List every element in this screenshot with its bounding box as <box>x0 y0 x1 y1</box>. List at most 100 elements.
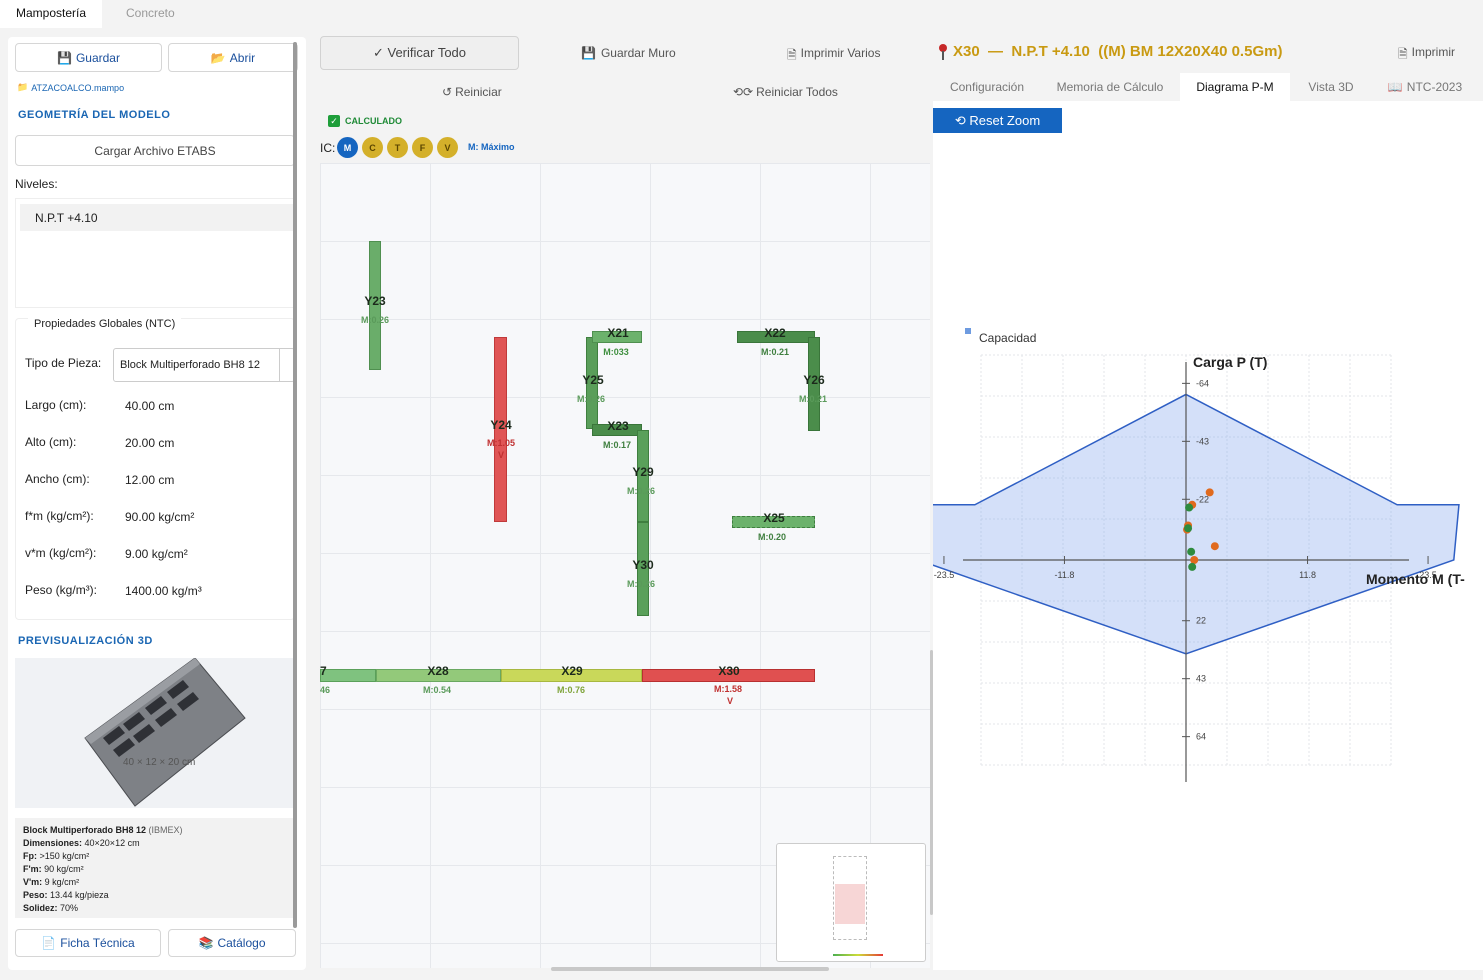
wall-x25[interactable] <box>732 516 815 528</box>
pm-diagram-chart[interactable]: -35.3-23.5-11.811.823.535-64-43-22224364… <box>933 140 1483 970</box>
prop-label-fm: f*m (kg/cm²): <box>25 509 94 523</box>
info-row: Fp: >150 kg/cm² <box>23 851 90 861</box>
tab-configuracion[interactable]: Configuración <box>949 80 1025 94</box>
tab-concreto[interactable]: Concreto <box>126 6 175 20</box>
wall-title: X30 — N.P.T +4.10 ((M) BM 12X20X40 0.5Gm… <box>938 43 1282 60</box>
tab-ntc-2023[interactable]: 📖 NTC-2023 <box>1380 73 1470 101</box>
wall-x30[interactable] <box>642 669 815 682</box>
preview-3d-viewport[interactable]: 40 × 12 × 20 cm <box>15 657 295 808</box>
wall-ratio: M:0.17 <box>602 440 631 450</box>
geometry-section-title: GEOMETRÍA DEL MODELO <box>18 109 171 121</box>
tab-mamposteria[interactable]: Mampostería <box>0 0 103 28</box>
ic-badge-f[interactable]: F <box>412 137 433 158</box>
info-row: Peso: 13.44 kg/pieza <box>23 890 109 900</box>
piece-type-select[interactable]: Block Multiperforado BH8 12 <box>113 348 295 382</box>
y-tick-label: -64 <box>1196 378 1209 388</box>
wall-y30[interactable] <box>637 522 649 616</box>
left-scrollbar[interactable] <box>293 42 297 928</box>
plan-canvas[interactable] <box>320 163 930 968</box>
book-icon: 📖 <box>1387 80 1403 94</box>
folder-icon: 📁 <box>17 82 29 92</box>
wall-ratio: M:0.21 <box>798 394 827 404</box>
data-point <box>1210 542 1219 551</box>
catalog-button[interactable]: 📚 Catálogo <box>168 929 296 957</box>
y-tick-label: 43 <box>1196 674 1206 684</box>
wall-ratio: M:0.20 <box>757 532 786 542</box>
prop-label-ancho: Ancho (cm): <box>25 472 90 486</box>
books-icon: 📚 <box>198 936 214 950</box>
wall-x28[interactable] <box>376 669 501 682</box>
wall-y23[interactable] <box>369 241 381 370</box>
wall-label: Y30 <box>632 558 654 572</box>
open-button[interactable]: 📂 Abrir <box>168 43 298 72</box>
wall-y24[interactable] <box>494 337 507 522</box>
minimap-viewport[interactable] <box>835 884 865 924</box>
wall-ratio: M:0.26 <box>626 579 655 589</box>
tab-vista-3d[interactable]: Vista 3D <box>1308 80 1354 94</box>
refresh-icon: ↺ <box>442 85 453 99</box>
top-tab-bar <box>0 0 1483 28</box>
prop-value-largo[interactable]: 40.00 cm <box>125 399 175 413</box>
checkbox-checked-icon: ✓ <box>328 115 340 127</box>
wall-ratio: M:1.05 <box>486 438 515 448</box>
y-tick-label: -22 <box>1196 494 1209 504</box>
prop-label-peso: Peso (kg/m³): <box>25 583 98 597</box>
wall-label: Y23 <box>364 294 386 308</box>
wall-ratio: M:0.54 <box>422 685 451 695</box>
prop-value-vm[interactable]: 9.00 kg/cm² <box>125 547 188 561</box>
block-3d-model: 40 × 12 × 20 cm <box>84 657 246 807</box>
minimap[interactable] <box>776 843 926 962</box>
canvas-vertical-scrollbar[interactable] <box>930 650 933 915</box>
prop-value-fm[interactable]: 90.00 kg/cm² <box>125 510 195 524</box>
wall-x27[interactable] <box>320 669 376 682</box>
save-button[interactable]: 💾 Guardar <box>15 43 162 72</box>
piece-info-card: Block Multiperforado BH8 12 (IBMEX) Dime… <box>15 818 295 918</box>
document-icon: 📄 <box>41 936 57 950</box>
y-tick-label: -43 <box>1196 436 1209 446</box>
verify-all-button[interactable]: ✓ Verificar Todo <box>320 36 519 70</box>
wall-x29[interactable] <box>501 669 642 682</box>
wall-x21[interactable] <box>592 331 642 343</box>
data-point <box>1187 547 1196 556</box>
x-axis-label: Momento M (T- <box>1366 571 1465 587</box>
data-point <box>1185 503 1194 512</box>
prop-value-peso[interactable]: 1400.00 kg/m³ <box>125 584 202 598</box>
preview-dims-label: 40 × 12 × 20 cm <box>123 757 195 768</box>
prop-label-largo: Largo (cm): <box>25 398 87 412</box>
print-many-button[interactable]: 🗎 Imprimir Varios <box>787 46 880 67</box>
ic-badge-v[interactable]: V <box>437 137 458 158</box>
tab-memoria-calculo[interactable]: Memoria de Cálculo <box>1056 80 1164 94</box>
canvas-horizontal-scrollbar[interactable] <box>551 967 829 971</box>
wall-y29[interactable] <box>637 430 649 522</box>
ic-badge-t[interactable]: T <box>387 137 408 158</box>
ic-badge-c[interactable]: C <box>362 137 383 158</box>
load-etabs-button[interactable]: Cargar Archivo ETABS <box>15 135 295 166</box>
x-tick-label: -11.8 <box>1055 570 1075 580</box>
save-wall-button[interactable]: 💾 Guardar Muro <box>581 46 676 60</box>
info-row: Dimensiones: 40×20×12 cm <box>23 838 140 848</box>
wall-label: X29 <box>561 664 583 678</box>
wall-ratio: M:033 <box>603 347 629 357</box>
prop-value-ancho[interactable]: 12.00 cm <box>125 473 175 487</box>
reset-all-button[interactable]: ⟲⟳ Reiniciar Todos <box>733 85 838 99</box>
prop-value-alto[interactable]: 20.00 cm <box>125 436 175 450</box>
info-row: V'm: 9 kg/cm² <box>23 877 80 887</box>
wall-ratio: 46 <box>320 685 331 695</box>
print-button[interactable]: 🗎 Imprimir <box>1398 45 1455 66</box>
pin-icon <box>938 43 948 60</box>
level-item[interactable]: N.P.T +4.10 <box>20 204 293 231</box>
tech-sheet-button[interactable]: 📄 Ficha Técnica <box>15 929 161 957</box>
legend-item-capacidad: Capacidad <box>979 331 1036 345</box>
folder-icon: 📂 <box>210 50 226 65</box>
wall-label: Y29 <box>632 465 654 479</box>
document-icon: 🗎 <box>787 48 797 62</box>
ic-badge-m[interactable]: M <box>337 137 358 158</box>
data-point <box>1184 524 1193 533</box>
wall-y26[interactable] <box>808 337 820 431</box>
refresh-all-icon: ⟲⟳ <box>733 85 754 99</box>
document-icon: 🗎 <box>1398 47 1408 61</box>
wall-ratio: M:0.26 <box>360 315 389 325</box>
reset-zoom-button[interactable]: ⟲ Reset Zoom <box>933 108 1062 133</box>
reset-button[interactable]: ↺ Reiniciar <box>442 85 502 99</box>
tab-diagrama-pm[interactable]: Diagrama P-M <box>1180 73 1290 101</box>
